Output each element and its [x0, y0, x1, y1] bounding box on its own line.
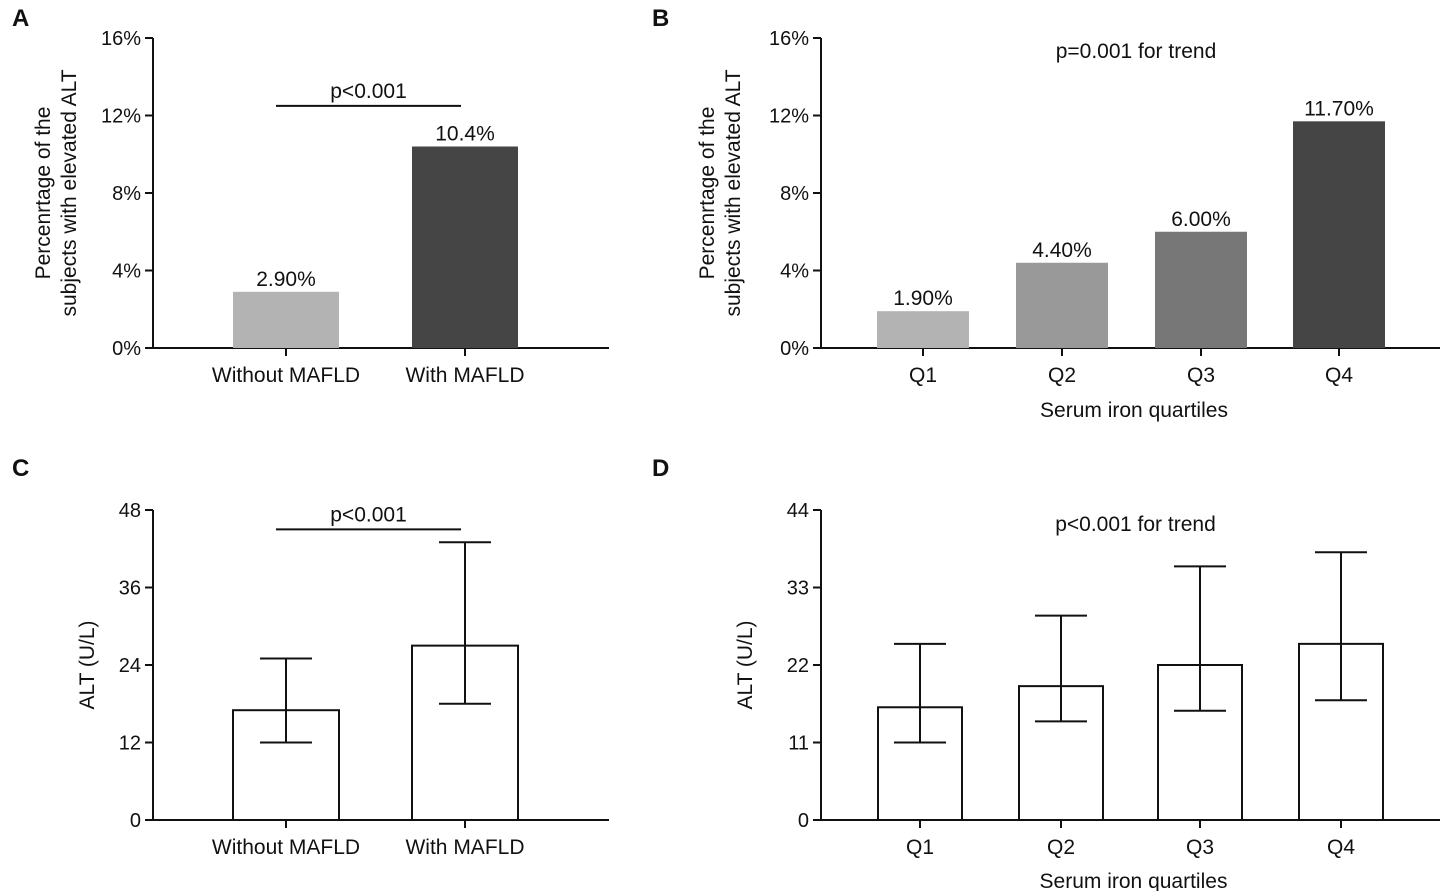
y-tick-label: 11	[788, 733, 809, 755]
y-tick-label: 8%	[112, 183, 141, 205]
panel-letter: A	[12, 5, 29, 32]
bar-q1	[877, 311, 969, 348]
y-axis-label: ALT (U/L)	[734, 620, 757, 709]
x-tick-label: Q2	[1048, 364, 1076, 387]
y-tick-label: 0%	[112, 338, 141, 360]
data-label: 11.70%	[1304, 97, 1374, 120]
y-tick-label: 24	[119, 655, 141, 677]
x-tick-label: Without MAFLD	[212, 364, 360, 387]
bar-q3	[1155, 231, 1247, 348]
x-axis-label: Serum iron quartiles	[1040, 870, 1228, 891]
y-tick-label: 4%	[112, 261, 141, 283]
y-axis-label: Percenrtage of the subjects with elevated…	[32, 69, 81, 316]
y-axis-label-line: ALT (U/L)	[76, 620, 99, 709]
y-axis-label-line: Percenrtage of the	[696, 107, 719, 280]
y-tick-label: 4%	[780, 261, 809, 283]
data-label: 2.90%	[256, 268, 316, 291]
panel-c: C 0 12 24 36 48 ALT (U/L) Without MAFLD With MAF…	[12, 455, 609, 859]
y-tick-label: 36	[119, 578, 141, 600]
panel-a: A 0% 4% 8% 12% 16% Percenrtage of the subjects …	[12, 5, 609, 387]
y-axis-label: Percenrtage of the subjects with elevated…	[696, 69, 745, 316]
data-label: 6.00%	[1171, 208, 1231, 231]
y-axis-label: ALT (U/L)	[76, 620, 99, 709]
y-tick-label: 12%	[769, 106, 809, 128]
y-tick-label: 0	[798, 810, 809, 832]
y-axis-label-line: subjects with elevated ALT	[722, 69, 745, 316]
trend-note: p<0.001 for trend	[1055, 513, 1216, 536]
y-tick-label: 0%	[780, 338, 809, 360]
x-tick-label: Q4	[1327, 836, 1355, 859]
panel-b: B 0% 4% 8% 12% 16% Percenrtage of the subjects …	[652, 5, 1440, 422]
y-tick-label: 12	[119, 733, 141, 755]
x-tick-label: Q2	[1047, 836, 1075, 859]
panel-letter: B	[652, 5, 669, 32]
y-axis-label-line: Percenrtage of the	[32, 107, 55, 280]
y-tick-label: 12%	[101, 106, 141, 128]
panel-letter: D	[652, 455, 669, 482]
x-tick-label: Q3	[1187, 364, 1215, 387]
y-axis-label-line: subjects with elevated ALT	[58, 69, 81, 316]
y-tick-label: 16%	[769, 28, 809, 50]
y-tick-label: 48	[119, 500, 141, 522]
bar-q3	[1157, 664, 1243, 821]
y-tick-label: 44	[787, 500, 809, 522]
y-axis-label-line: ALT (U/L)	[734, 620, 757, 709]
bar-with-mafld	[412, 146, 518, 348]
bar-q2	[1016, 262, 1108, 348]
data-label: 4.40%	[1032, 239, 1092, 262]
x-tick-label: With MAFLD	[405, 364, 524, 387]
data-label: 10.4%	[435, 123, 495, 146]
significance-label: p<0.001	[330, 503, 407, 526]
y-tick-label: 16%	[101, 28, 141, 50]
y-tick-label: 0	[130, 810, 141, 832]
x-tick-label: Q4	[1325, 364, 1353, 387]
x-tick-label: With MAFLD	[405, 836, 524, 859]
panel-letter: C	[12, 455, 29, 482]
x-tick-label: Q1	[906, 836, 934, 859]
data-label: 1.90%	[893, 287, 953, 310]
y-tick-label: 8%	[780, 183, 809, 205]
y-tick-label: 33	[787, 578, 809, 600]
x-axis-label: Serum iron quartiles	[1040, 399, 1228, 422]
x-tick-label: Q1	[909, 364, 937, 387]
bar-without-mafld	[233, 291, 339, 348]
trend-note: p=0.001 for trend	[1056, 40, 1217, 63]
bar-q4	[1293, 121, 1385, 348]
significance-label: p<0.001	[330, 80, 407, 103]
panel-d: D 0 11 22 33 44 ALT (U/L) Q1 Q2 Q3 Q4 p<0.001 for t…	[652, 455, 1440, 891]
x-tick-label: Without MAFLD	[212, 836, 360, 859]
x-tick-label: Q3	[1186, 836, 1214, 859]
y-tick-label: 22	[787, 655, 809, 677]
